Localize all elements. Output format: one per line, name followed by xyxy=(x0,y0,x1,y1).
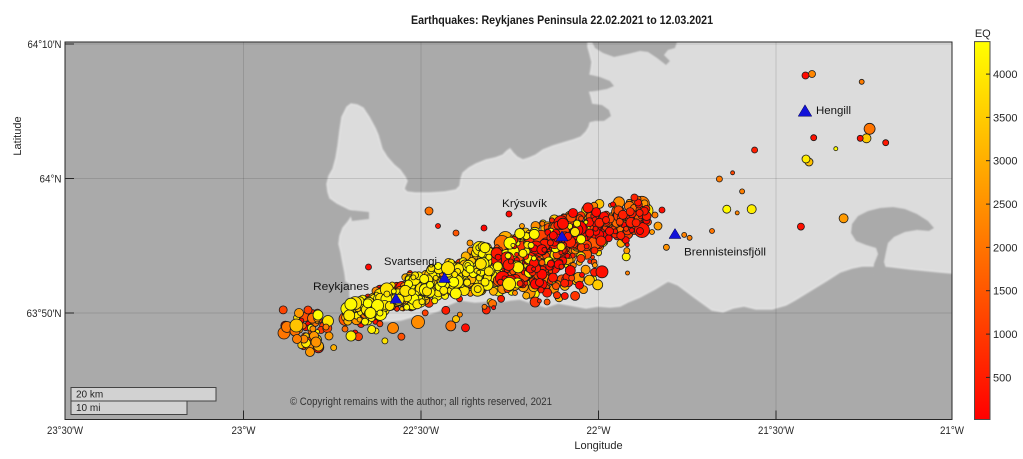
svg-text:500: 500 xyxy=(993,372,1011,384)
svg-text:Longitude: Longitude xyxy=(574,440,622,452)
svg-text:10 mi: 10 mi xyxy=(76,403,100,414)
svg-text:64°10′N: 64°10′N xyxy=(28,39,62,51)
svg-text:64°N: 64°N xyxy=(40,174,62,186)
svg-text:Hengill: Hengill xyxy=(816,105,851,117)
svg-text:22°W: 22°W xyxy=(587,425,612,437)
svg-text:1000: 1000 xyxy=(993,329,1017,341)
svg-text:Latitude: Latitude xyxy=(12,116,24,155)
svg-text:EQ: EQ xyxy=(975,28,991,40)
svg-text:20 km: 20 km xyxy=(76,390,103,401)
svg-text:4000: 4000 xyxy=(993,69,1017,81)
svg-text:3500: 3500 xyxy=(993,112,1017,124)
svg-text:23°30′W: 23°30′W xyxy=(47,425,84,437)
svg-text:Krýsuvík: Krýsuvík xyxy=(502,198,548,210)
svg-text:Reykjanes: Reykjanes xyxy=(313,281,370,293)
svg-text:2000: 2000 xyxy=(993,242,1017,254)
svg-text:Earthquakes: Reykjanes Peninsu: Earthquakes: Reykjanes Peninsula 22.02.2… xyxy=(411,13,713,27)
svg-text:1500: 1500 xyxy=(993,286,1017,298)
svg-text:21°W: 21°W xyxy=(940,425,965,437)
svg-text:Svartsengi: Svartsengi xyxy=(384,256,437,268)
svg-text:© Copyright remains with the a: © Copyright remains with the author; all… xyxy=(290,396,552,408)
svg-text:63°50′N: 63°50′N xyxy=(27,308,62,320)
svg-text:Brennisteinsfjöll: Brennisteinsfjöll xyxy=(684,247,766,259)
svg-text:22°30′W: 22°30′W xyxy=(403,425,440,437)
svg-text:23°W: 23°W xyxy=(232,425,257,437)
svg-text:2500: 2500 xyxy=(993,199,1017,211)
svg-text:21°30′W: 21°30′W xyxy=(758,425,795,437)
svg-text:3000: 3000 xyxy=(993,156,1017,168)
